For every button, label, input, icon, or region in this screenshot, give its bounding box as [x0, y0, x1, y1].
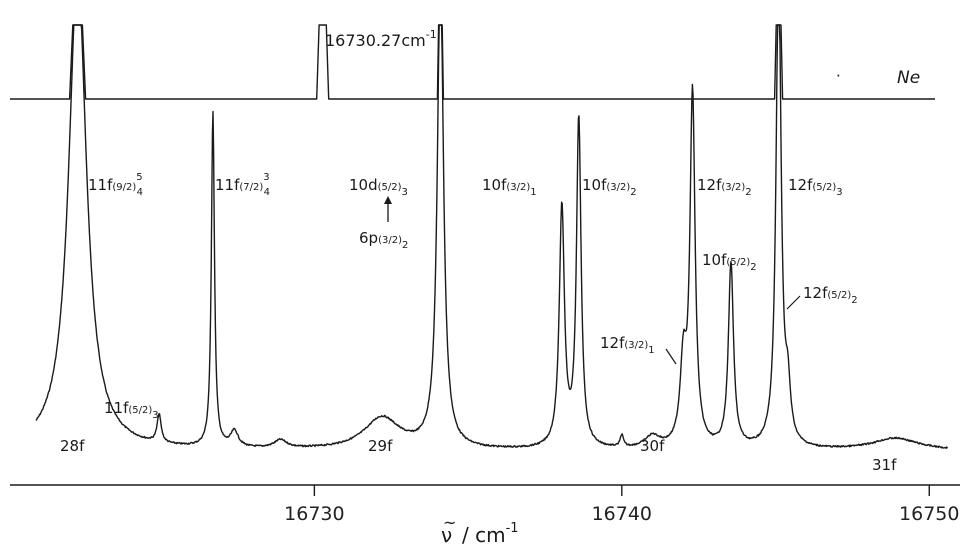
x-tick-label-16740: 16740 [592, 503, 652, 525]
ne-trace-label: Ne [897, 68, 920, 88]
label-30f: 30f [640, 437, 665, 455]
annotation-12f-5-2-2: 12f(5/2)2 [803, 284, 858, 306]
x-tick-label-16750: 16750 [899, 503, 959, 525]
annotation-11f-5-2-3: 11f(5/2)3 [104, 399, 159, 421]
annotation-11f-7-2: 11f(7/2)3 4 [215, 172, 270, 198]
line-annotations: 11f(9/2)5 4 11f(7/2)3 4 10d(5/2)3 6p(3/2)2… [88, 172, 858, 421]
x-axis-ticks: 16730 16740 16750 [284, 485, 959, 525]
svg-text:~: ~ [443, 513, 456, 532]
annotation-10d-5-2: 10d(5/2)3 [349, 176, 408, 198]
ne-reference-trace [10, 24, 935, 100]
annotation-12f-5-2-3: 12f(5/2)3 [788, 176, 843, 198]
svg-text:/ cm-1: / cm-1 [462, 521, 519, 547]
ne-dot: · [836, 67, 841, 85]
label-28f: 28f [60, 437, 85, 455]
label-31f: 31f [872, 456, 897, 474]
annotation-10f-3-2-2: 10f(3/2)2 [582, 176, 637, 198]
annotation-leader-12f-3-2-1 [665, 348, 677, 365]
annotation-11f-9-2: 11f(9/2)5 4 [88, 172, 143, 198]
x-tick-label-16730: 16730 [284, 503, 344, 525]
series-labels: 28f 29f 30f 31f [60, 437, 897, 474]
annotation-6p-3-2: 6p(3/2)2 [359, 229, 408, 251]
svg-text:ν: ν [441, 523, 452, 547]
annotation-leader-12f-5-2-2 [786, 295, 801, 310]
absorption-spectrum-trace [35, 24, 949, 449]
label-29f: 29f [368, 437, 393, 455]
annotation-10f-5-2-2: 10f(5/2)2 [702, 251, 757, 273]
annotation-12f-3-2-2: 12f(3/2)2 [697, 176, 752, 198]
annotation-arrowhead-6p [384, 196, 392, 204]
x-axis-title: ν ~ / cm-1 [441, 513, 519, 547]
reference-line-label: 16730.27cm-1 [325, 28, 437, 50]
annotation-10f-3-2-1: 10f(3/2)1 [482, 176, 537, 198]
annotation-12f-3-2-1: 12f(3/2)1 [600, 334, 655, 356]
